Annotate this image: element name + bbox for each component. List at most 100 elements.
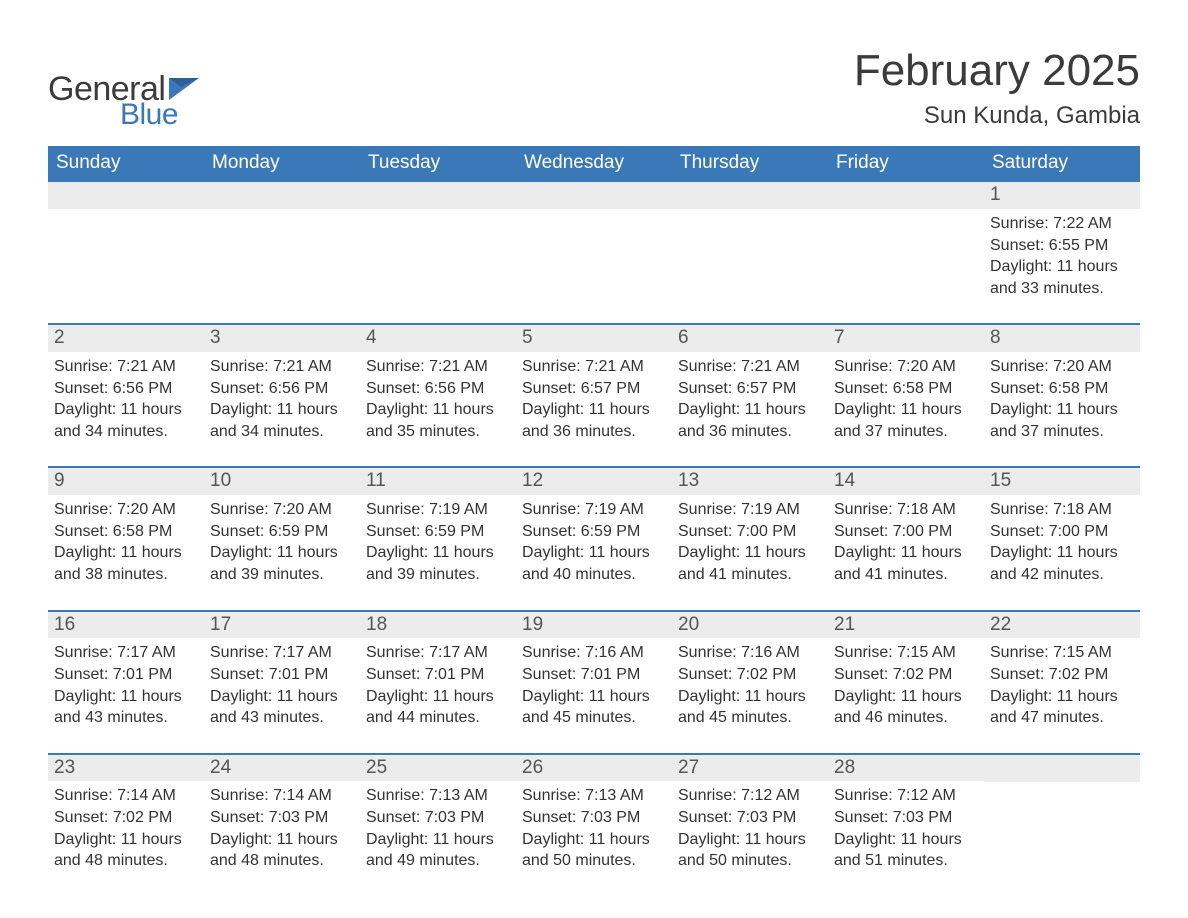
sunset-line: Sunset: 7:02 PM: [54, 807, 198, 829]
day-cell: [984, 755, 1140, 872]
days-of-week-header: SundayMondayTuesdayWednesdayThursdayFrid…: [48, 146, 1140, 182]
sunset-line: Sunset: 7:03 PM: [366, 807, 510, 829]
sunrise-line: Sunrise: 7:17 AM: [210, 642, 354, 664]
day-body: Sunrise: 7:13 AMSunset: 7:03 PMDaylight:…: [516, 781, 672, 871]
day-number: 7: [828, 325, 984, 352]
sunset-line: Sunset: 7:01 PM: [366, 664, 510, 686]
day-number: 2: [48, 325, 204, 352]
daylight-line: Daylight: 11 hours and 44 minutes.: [366, 686, 510, 729]
sunset-line: Sunset: 6:55 PM: [990, 235, 1134, 257]
day-number: 6: [672, 325, 828, 352]
sunrise-line: Sunrise: 7:15 AM: [834, 642, 978, 664]
day-number: 26: [516, 755, 672, 782]
daylight-line: Daylight: 11 hours and 41 minutes.: [834, 542, 978, 585]
dow-cell: Monday: [204, 146, 360, 182]
day-number: 10: [204, 468, 360, 495]
day-cell: 27Sunrise: 7:12 AMSunset: 7:03 PMDayligh…: [672, 755, 828, 872]
logo: General Blue: [48, 64, 199, 130]
sunset-line: Sunset: 6:58 PM: [834, 378, 978, 400]
daylight-line: Daylight: 11 hours and 45 minutes.: [678, 686, 822, 729]
day-body: Sunrise: 7:21 AMSunset: 6:56 PMDaylight:…: [360, 352, 516, 442]
day-cell: 4Sunrise: 7:21 AMSunset: 6:56 PMDaylight…: [360, 325, 516, 442]
day-body: Sunrise: 7:20 AMSunset: 6:58 PMDaylight:…: [828, 352, 984, 442]
day-cell: [828, 182, 984, 299]
sunset-line: Sunset: 7:03 PM: [834, 807, 978, 829]
day-cell: 15Sunrise: 7:18 AMSunset: 7:00 PMDayligh…: [984, 468, 1140, 585]
day-cell: 16Sunrise: 7:17 AMSunset: 7:01 PMDayligh…: [48, 612, 204, 729]
day-number: 8: [984, 325, 1140, 352]
day-number: 4: [360, 325, 516, 352]
daylight-line: Daylight: 11 hours and 50 minutes.: [678, 829, 822, 872]
dow-cell: Saturday: [984, 146, 1140, 182]
daylight-line: Daylight: 11 hours and 38 minutes.: [54, 542, 198, 585]
day-cell: 19Sunrise: 7:16 AMSunset: 7:01 PMDayligh…: [516, 612, 672, 729]
day-body: Sunrise: 7:17 AMSunset: 7:01 PMDaylight:…: [360, 638, 516, 728]
day-number: 16: [48, 612, 204, 639]
day-number: 21: [828, 612, 984, 639]
day-number: 22: [984, 612, 1140, 639]
day-number: [360, 182, 516, 209]
day-cell: 23Sunrise: 7:14 AMSunset: 7:02 PMDayligh…: [48, 755, 204, 872]
sunrise-line: Sunrise: 7:12 AM: [678, 785, 822, 807]
sunrise-line: Sunrise: 7:22 AM: [990, 213, 1134, 235]
sunrise-line: Sunrise: 7:19 AM: [366, 499, 510, 521]
day-cell: 13Sunrise: 7:19 AMSunset: 7:00 PMDayligh…: [672, 468, 828, 585]
sunrise-line: Sunrise: 7:18 AM: [990, 499, 1134, 521]
day-cell: 6Sunrise: 7:21 AMSunset: 6:57 PMDaylight…: [672, 325, 828, 442]
daylight-line: Daylight: 11 hours and 36 minutes.: [522, 399, 666, 442]
day-number: 9: [48, 468, 204, 495]
day-number: 25: [360, 755, 516, 782]
day-number: 20: [672, 612, 828, 639]
day-cell: 3Sunrise: 7:21 AMSunset: 6:56 PMDaylight…: [204, 325, 360, 442]
day-body: Sunrise: 7:19 AMSunset: 6:59 PMDaylight:…: [516, 495, 672, 585]
day-body: Sunrise: 7:19 AMSunset: 7:00 PMDaylight:…: [672, 495, 828, 585]
sunset-line: Sunset: 7:01 PM: [54, 664, 198, 686]
sunrise-line: Sunrise: 7:15 AM: [990, 642, 1134, 664]
daylight-line: Daylight: 11 hours and 33 minutes.: [990, 256, 1134, 299]
sunrise-line: Sunrise: 7:21 AM: [210, 356, 354, 378]
day-body: Sunrise: 7:17 AMSunset: 7:01 PMDaylight:…: [48, 638, 204, 728]
day-number: 27: [672, 755, 828, 782]
location-label: Sun Kunda, Gambia: [854, 102, 1140, 130]
sunset-line: Sunset: 7:01 PM: [210, 664, 354, 686]
dow-cell: Thursday: [672, 146, 828, 182]
daylight-line: Daylight: 11 hours and 51 minutes.: [834, 829, 978, 872]
day-body: Sunrise: 7:21 AMSunset: 6:56 PMDaylight:…: [204, 352, 360, 442]
sunrise-line: Sunrise: 7:19 AM: [678, 499, 822, 521]
day-cell: 24Sunrise: 7:14 AMSunset: 7:03 PMDayligh…: [204, 755, 360, 872]
day-cell: 20Sunrise: 7:16 AMSunset: 7:02 PMDayligh…: [672, 612, 828, 729]
sunrise-line: Sunrise: 7:16 AM: [522, 642, 666, 664]
day-body: Sunrise: 7:13 AMSunset: 7:03 PMDaylight:…: [360, 781, 516, 871]
day-cell: 5Sunrise: 7:21 AMSunset: 6:57 PMDaylight…: [516, 325, 672, 442]
daylight-line: Daylight: 11 hours and 50 minutes.: [522, 829, 666, 872]
day-body: Sunrise: 7:21 AMSunset: 6:57 PMDaylight:…: [672, 352, 828, 442]
sunset-line: Sunset: 6:58 PM: [54, 521, 198, 543]
daylight-line: Daylight: 11 hours and 36 minutes.: [678, 399, 822, 442]
day-number: 28: [828, 755, 984, 782]
week-row: 9Sunrise: 7:20 AMSunset: 6:58 PMDaylight…: [48, 466, 1140, 585]
sunset-line: Sunset: 7:01 PM: [522, 664, 666, 686]
day-cell: 8Sunrise: 7:20 AMSunset: 6:58 PMDaylight…: [984, 325, 1140, 442]
day-cell: 28Sunrise: 7:12 AMSunset: 7:03 PMDayligh…: [828, 755, 984, 872]
day-body: Sunrise: 7:19 AMSunset: 6:59 PMDaylight:…: [360, 495, 516, 585]
week-row: 16Sunrise: 7:17 AMSunset: 7:01 PMDayligh…: [48, 610, 1140, 729]
day-cell: [360, 182, 516, 299]
day-cell: 12Sunrise: 7:19 AMSunset: 6:59 PMDayligh…: [516, 468, 672, 585]
day-cell: [48, 182, 204, 299]
day-number: 13: [672, 468, 828, 495]
day-cell: [204, 182, 360, 299]
day-cell: 21Sunrise: 7:15 AMSunset: 7:02 PMDayligh…: [828, 612, 984, 729]
day-body: Sunrise: 7:17 AMSunset: 7:01 PMDaylight:…: [204, 638, 360, 728]
sunset-line: Sunset: 6:59 PM: [366, 521, 510, 543]
day-body: Sunrise: 7:16 AMSunset: 7:02 PMDaylight:…: [672, 638, 828, 728]
daylight-line: Daylight: 11 hours and 41 minutes.: [678, 542, 822, 585]
day-body: Sunrise: 7:12 AMSunset: 7:03 PMDaylight:…: [828, 781, 984, 871]
dow-cell: Friday: [828, 146, 984, 182]
daylight-line: Daylight: 11 hours and 49 minutes.: [366, 829, 510, 872]
daylight-line: Daylight: 11 hours and 34 minutes.: [54, 399, 198, 442]
sunrise-line: Sunrise: 7:20 AM: [210, 499, 354, 521]
daylight-line: Daylight: 11 hours and 39 minutes.: [210, 542, 354, 585]
sunset-line: Sunset: 7:02 PM: [678, 664, 822, 686]
day-cell: 11Sunrise: 7:19 AMSunset: 6:59 PMDayligh…: [360, 468, 516, 585]
sunset-line: Sunset: 6:56 PM: [54, 378, 198, 400]
